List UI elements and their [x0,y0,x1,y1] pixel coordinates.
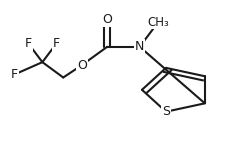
Text: O: O [77,59,87,72]
Text: F: F [25,37,32,50]
Text: CH₃: CH₃ [147,16,169,29]
Text: O: O [102,13,112,26]
Text: S: S [162,105,170,118]
Text: F: F [11,68,18,81]
Text: N: N [135,40,144,53]
Text: F: F [53,37,60,50]
